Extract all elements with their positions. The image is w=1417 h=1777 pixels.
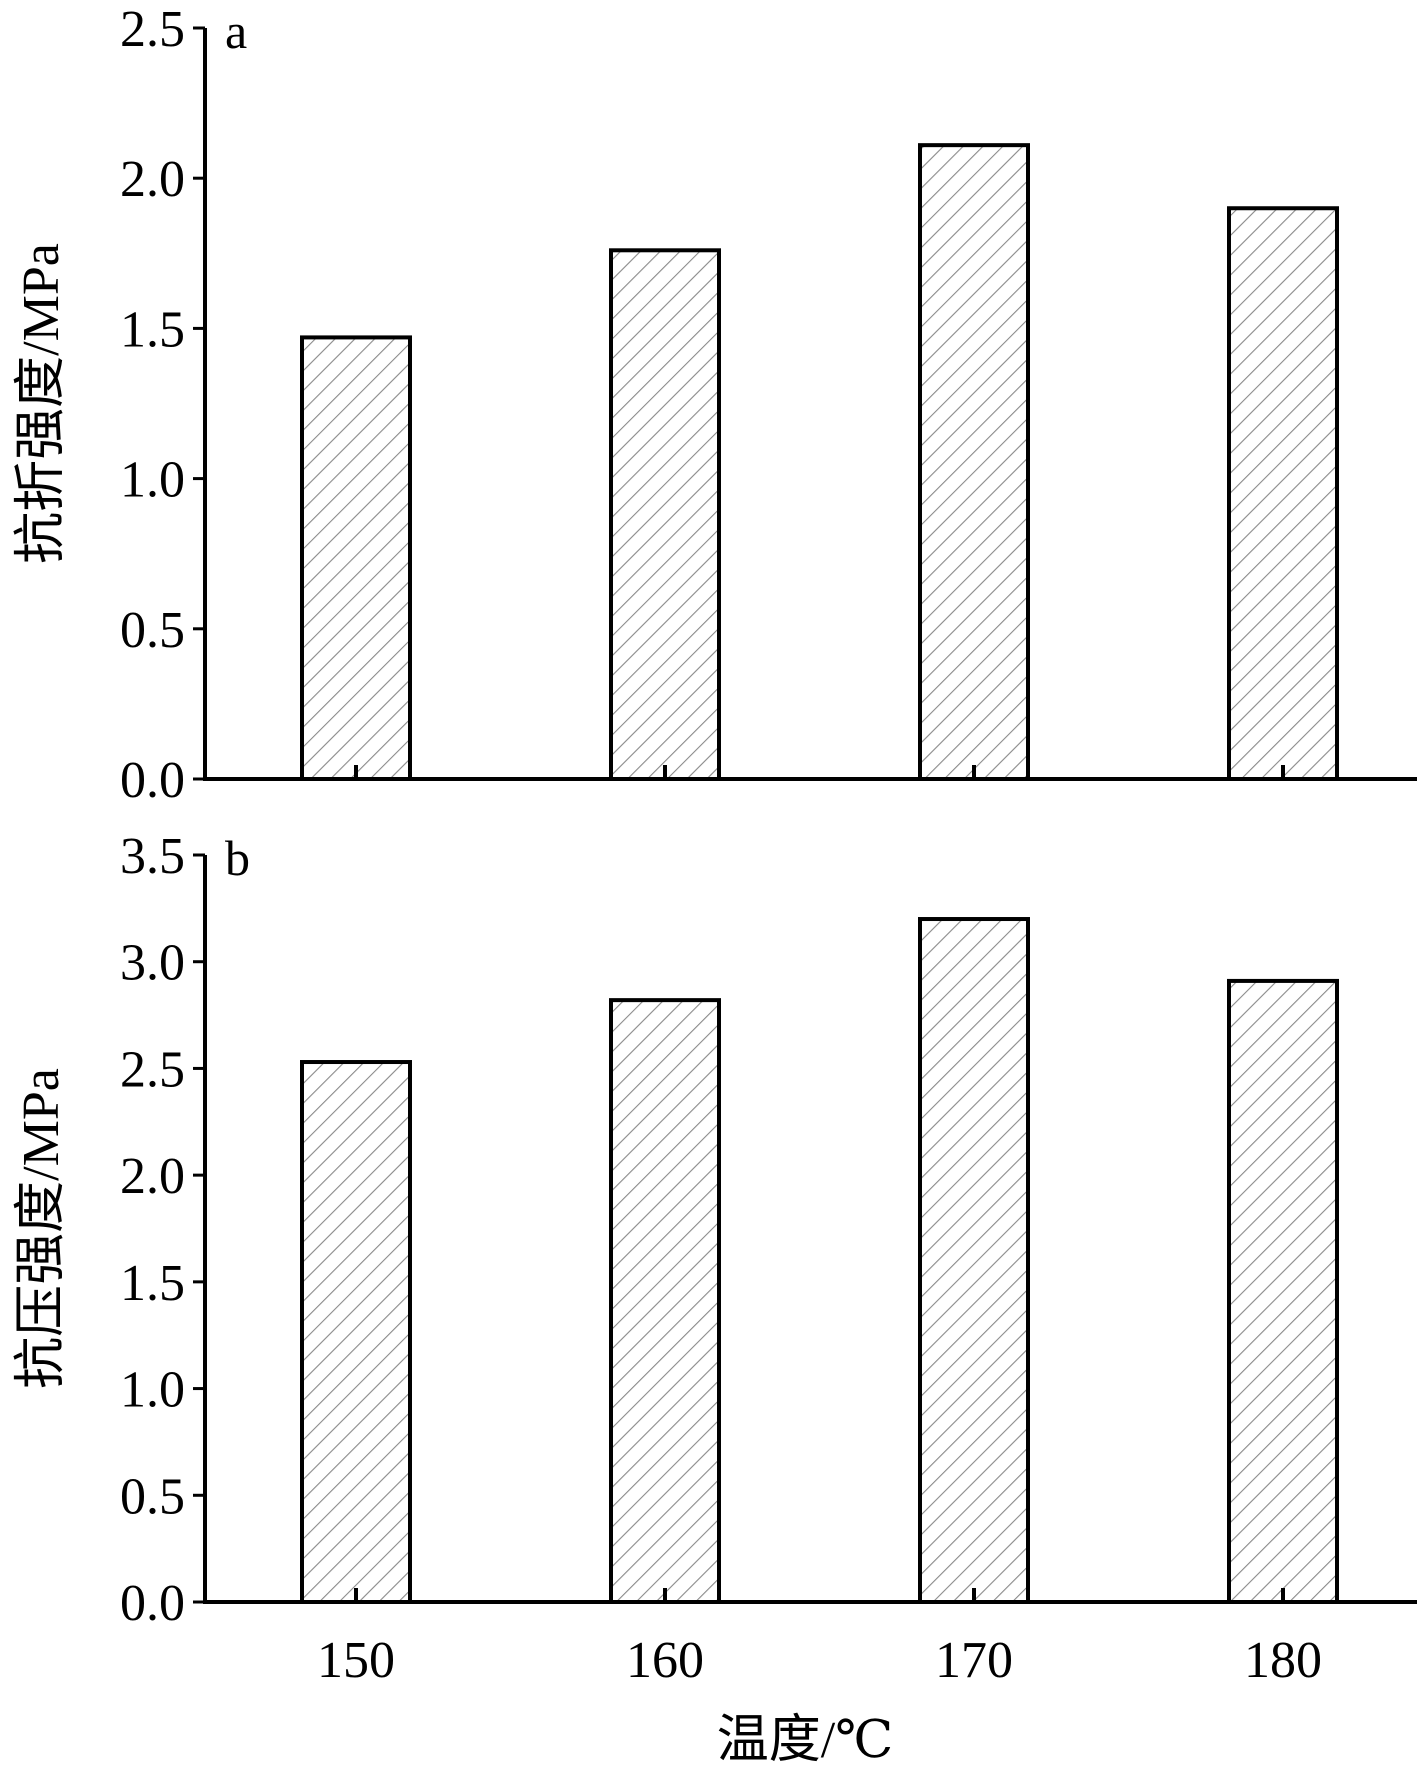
y-tick-label: 2.0 [120, 1148, 185, 1205]
bar-170 [918, 143, 1030, 781]
y-axis-title: 抗折强度/MPa [13, 243, 70, 564]
y-tick-label: 0.0 [120, 752, 185, 809]
panel-b: 0.0 0.5 1.0 1.5 2.0 2.5 3.0 3.5 b 抗压强度/MPa 150 160 1… [13, 828, 1417, 1769]
y-tick-label: 1.0 [120, 1362, 185, 1419]
x-tick-label-180: 180 [1244, 1632, 1322, 1689]
bar-160 [609, 248, 721, 781]
y-tick-label: 0.5 [120, 602, 185, 659]
bar-180 [1227, 206, 1339, 782]
y-tick-label: 2.5 [120, 1, 185, 58]
bar-170 [918, 917, 1030, 1604]
panel-label: b [225, 830, 250, 886]
x-axis-title: 温度/℃ [717, 1712, 894, 1769]
x-tick-label-160: 160 [626, 1632, 704, 1689]
bar-180 [1227, 978, 1339, 1604]
y-tick-label: 3.5 [120, 828, 185, 885]
y-tick-label: 2.5 [120, 1041, 185, 1098]
y-tick-label: 3.0 [120, 935, 185, 992]
panel-a: 0.0 0.5 1.0 1.5 2.0 2.5 a 抗折强度/MPa [13, 1, 1417, 809]
y-axis-title: 抗压强度/MPa [13, 1068, 70, 1389]
y-tick-label: 1.0 [120, 452, 185, 509]
panel-label: a [225, 3, 247, 59]
bar-150 [300, 335, 412, 781]
bar-150 [300, 1060, 412, 1605]
x-tick-label-150: 150 [317, 1632, 395, 1689]
y-tick-label: 0.5 [120, 1468, 185, 1525]
y-tick-label: 2.0 [120, 151, 185, 208]
x-tick-label-170: 170 [935, 1632, 1013, 1689]
y-tick-label: 1.5 [120, 1255, 185, 1312]
y-tick-label: 0.0 [120, 1575, 185, 1632]
y-tick-label: 1.5 [120, 301, 185, 358]
bar-160 [609, 998, 721, 1604]
